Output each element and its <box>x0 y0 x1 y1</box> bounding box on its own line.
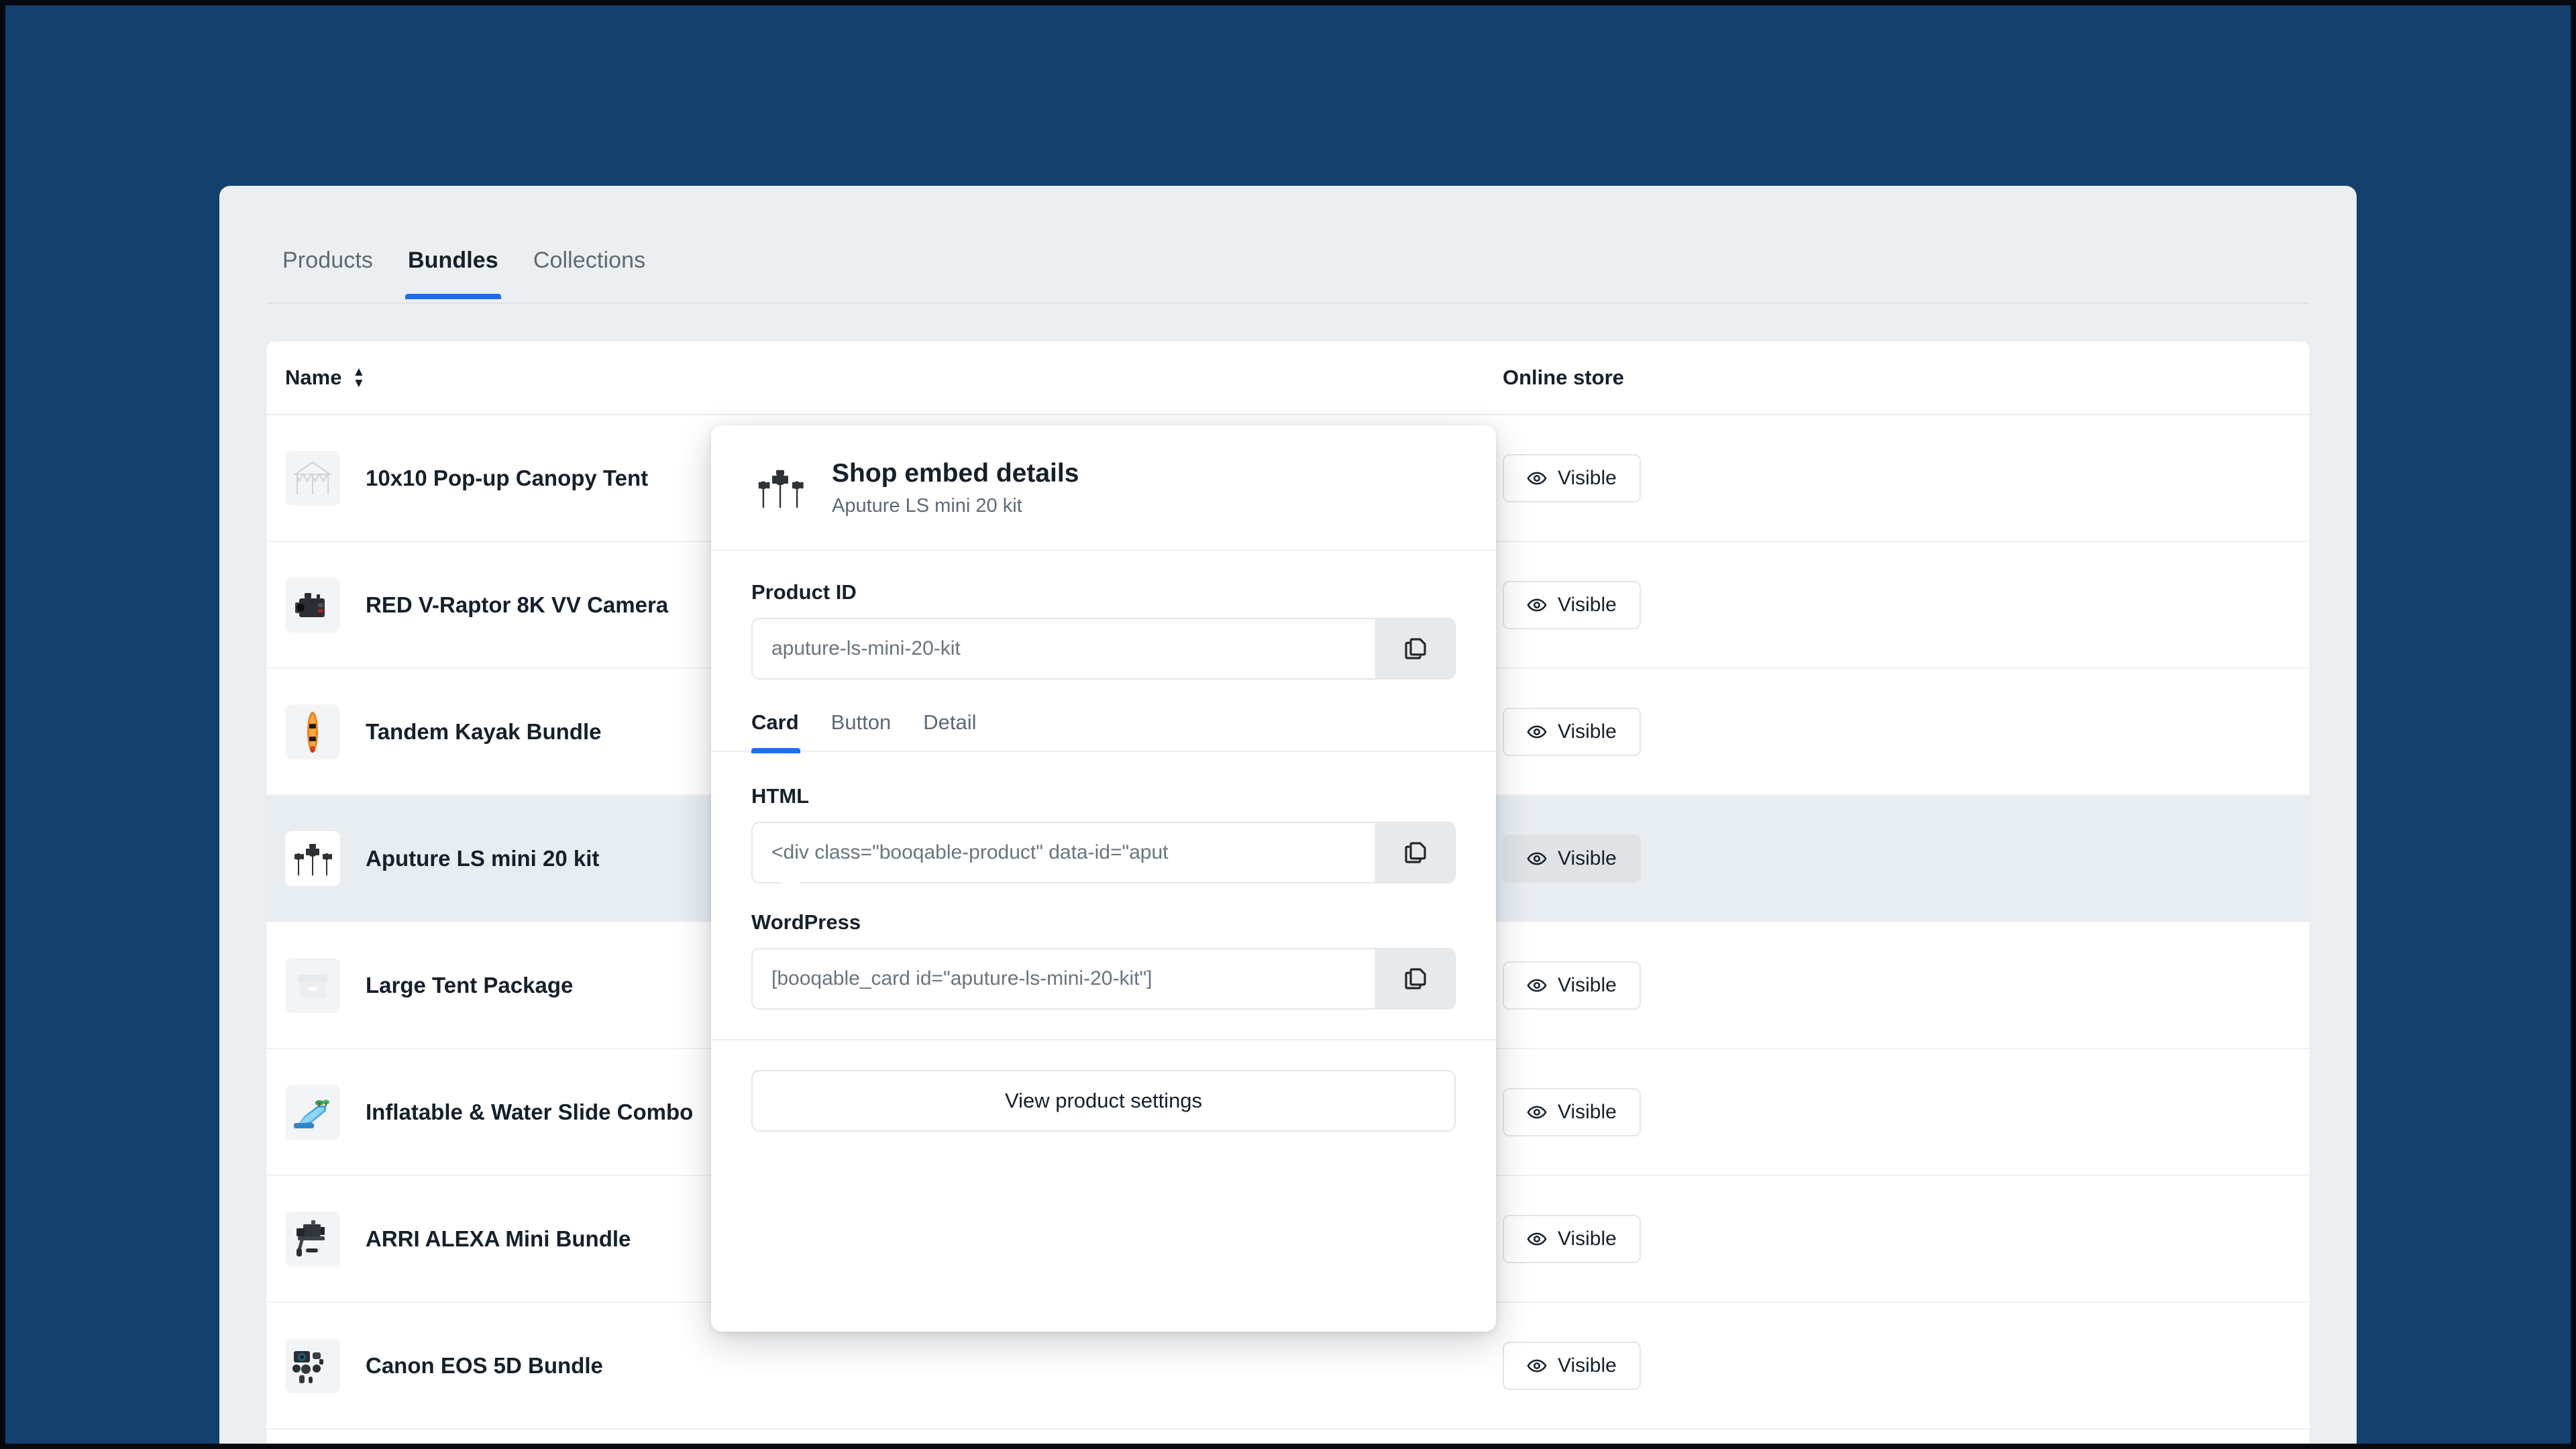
tab-products[interactable]: Products <box>282 248 373 273</box>
row-store-cell: Visible <box>1503 580 2174 629</box>
wordpress-label: WordPress <box>751 910 861 934</box>
row-name-cell: Inflatable & Water Slide Combo <box>285 1084 1503 1140</box>
copy-wordpress-button[interactable] <box>1375 949 1454 1008</box>
column-header-name[interactable]: Name ▲ ▼ <box>285 366 1503 390</box>
popover-header: Shop embed details Aputure LS mini 20 ki… <box>711 425 1496 551</box>
row-name-label: RED V-Raptor 8K VV Camera <box>366 592 669 617</box>
placeholder-box-icon <box>285 957 340 1013</box>
cinema-camera-icon <box>285 577 340 633</box>
tab-button[interactable]: Button <box>830 710 892 734</box>
row-name-label: 10x10 Pop-up Canopy Tent <box>366 465 649 490</box>
table-row[interactable]: Canon EOS 5D Bundle Visible <box>266 1303 2310 1430</box>
eye-icon <box>1527 598 1547 611</box>
row-name-cell: Large Tent Package <box>285 957 1503 1013</box>
eye-icon <box>1527 852 1547 865</box>
status-badge-label: Visible <box>1558 1100 1617 1123</box>
tab-collections[interactable]: Collections <box>533 248 646 273</box>
eye-icon <box>1527 979 1547 991</box>
row-store-cell: Visible <box>1503 961 2174 1010</box>
product-id-label: Product ID <box>751 580 857 604</box>
product-id-field: aputure-ls-mini-20-kit <box>751 617 1456 680</box>
embed-type-tab-bar: Card Button Detail <box>711 710 1496 753</box>
popover-subtitle: Aputure LS mini 20 kit <box>832 494 1022 517</box>
popover-header-text: Shop embed details Aputure LS mini 20 ki… <box>832 459 1079 517</box>
table-row[interactable]: RED V-Raptor 8K VV Camera Visible <box>266 542 2310 669</box>
tab-card[interactable]: Card <box>751 710 815 753</box>
shop-embed-details-popover: Shop embed details Aputure LS mini 20 ki… <box>711 425 1496 1332</box>
eye-icon <box>1527 725 1547 738</box>
status-badge[interactable]: Visible <box>1503 961 1641 1010</box>
copy-icon <box>1405 638 1426 659</box>
table-header-row: Name ▲ ▼ Online store <box>266 341 2310 415</box>
row-store-cell: Visible <box>1503 834 2174 883</box>
status-badge-label: Visible <box>1558 973 1617 996</box>
status-badge-label: Visible <box>1558 593 1617 616</box>
row-name-cell: Tandem Kayak Bundle <box>285 704 1503 759</box>
row-store-cell: Visible <box>1503 453 2174 502</box>
popover-body: Product ID aputure-ls-mini-20-kit Card B… <box>711 551 1496 1010</box>
wordpress-input[interactable]: [booqable_card id="aputure-ls-mini-20-ki… <box>753 949 1375 1008</box>
row-name-label: Inflatable & Water Slide Combo <box>366 1099 694 1124</box>
sort-icon[interactable]: ▲ ▼ <box>352 365 366 390</box>
row-store-cell: Visible <box>1503 1087 2174 1136</box>
row-name-cell: Aputure LS mini 20 kit <box>285 830 1503 886</box>
status-badge[interactable]: Visible <box>1503 1087 1641 1136</box>
status-badge-label: Visible <box>1558 1354 1617 1377</box>
view-product-settings-button[interactable]: View product settings <box>751 1069 1456 1132</box>
gimbal-camera-icon <box>285 1211 340 1267</box>
row-name-label: ARRI ALEXA Mini Bundle <box>366 1226 631 1251</box>
column-header-name-label: Name <box>285 366 342 389</box>
html-input[interactable]: <div class="booqable-product" data-id="a… <box>753 822 1375 882</box>
row-store-cell: Visible <box>1503 1214 2174 1263</box>
row-name-cell: 10x10 Pop-up Canopy Tent <box>285 450 1503 506</box>
tab-bundles[interactable]: Bundles <box>390 248 516 299</box>
canopy-tent-icon <box>285 450 340 506</box>
row-name-cell: Canon EOS 5D Bundle <box>285 1338 1503 1393</box>
column-header-online-store: Online store <box>1503 366 1624 389</box>
studio-lights-icon <box>751 459 809 517</box>
studio-lights-icon <box>285 830 340 886</box>
eye-icon <box>1527 1232 1547 1245</box>
eye-icon <box>1527 472 1547 484</box>
dslr-kit-icon <box>285 1338 340 1393</box>
popover-arrow <box>781 863 802 908</box>
row-name-cell: RED V-Raptor 8K VV Camera <box>285 577 1503 633</box>
status-badge[interactable]: Visible <box>1503 1214 1641 1263</box>
eye-icon <box>1527 1359 1547 1372</box>
copy-html-button[interactable] <box>1375 822 1454 882</box>
popover-title: Shop embed details <box>832 459 1079 488</box>
row-name-label: Tandem Kayak Bundle <box>366 718 602 744</box>
row-name-label: Large Tent Package <box>366 972 574 998</box>
product-id-input[interactable]: aputure-ls-mini-20-kit <box>753 619 1375 678</box>
eye-icon <box>1527 1106 1547 1118</box>
status-badge[interactable]: Visible <box>1503 580 1641 629</box>
html-field: <div class="booqable-product" data-id="a… <box>751 821 1456 883</box>
water-slide-icon <box>285 1084 340 1140</box>
row-name-cell: ARRI ALEXA Mini Bundle <box>285 1211 1503 1267</box>
wordpress-field: [booqable_card id="aputure-ls-mini-20-ki… <box>751 947 1456 1010</box>
status-badge[interactable]: Visible <box>1503 453 1641 502</box>
status-badge[interactable]: Visible <box>1503 1341 1641 1390</box>
tab-detail[interactable]: Detail <box>923 710 977 734</box>
kayak-icon <box>285 704 340 759</box>
html-label: HTML <box>751 784 810 808</box>
status-badge-label: Visible <box>1558 466 1617 489</box>
copy-product-id-button[interactable] <box>1375 619 1454 678</box>
status-badge-label: Visible <box>1558 720 1617 743</box>
row-store-cell: Visible <box>1503 707 2174 756</box>
row-store-cell: Visible <box>1503 1341 2174 1390</box>
status-badge[interactable]: Visible <box>1503 707 1641 756</box>
copy-icon <box>1405 842 1426 863</box>
status-badge-label: Visible <box>1558 847 1617 869</box>
popover-footer: View product settings <box>711 1038 1496 1165</box>
status-badge-label: Visible <box>1558 1227 1617 1250</box>
row-name-label: Aputure LS mini 20 kit <box>366 845 600 871</box>
status-badge[interactable]: Visible <box>1503 834 1641 883</box>
row-name-label: Canon EOS 5D Bundle <box>366 1352 603 1378</box>
copy-icon <box>1405 968 1426 989</box>
primary-tab-bar: Products Bundles Collections <box>266 248 2310 304</box>
